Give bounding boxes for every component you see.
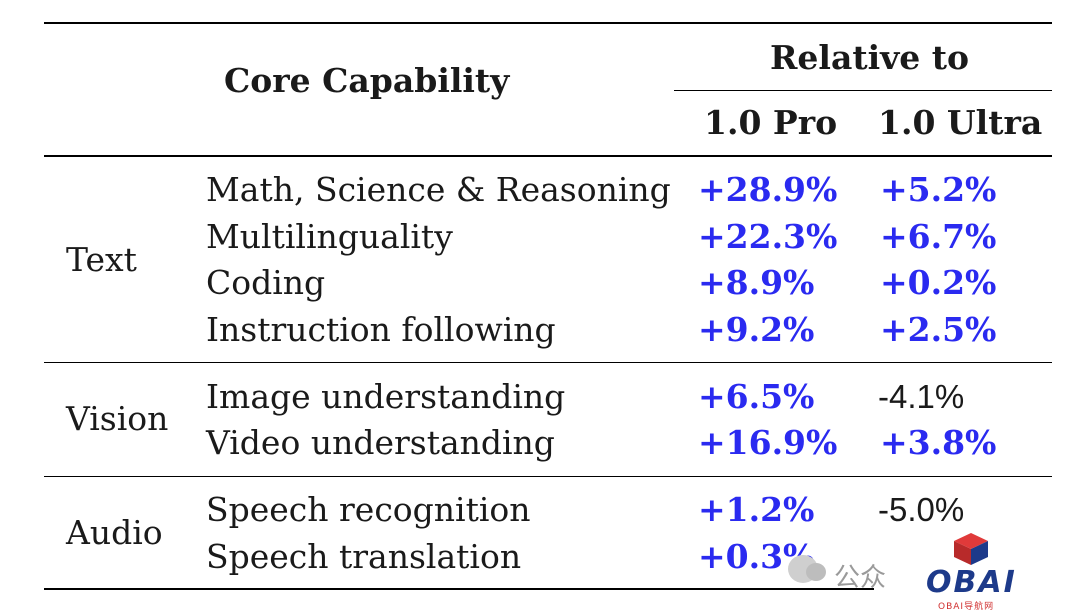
row-label: Instruction following	[206, 310, 556, 349]
text-group-rule	[44, 362, 1052, 363]
pro-value: +28.9%	[698, 170, 838, 209]
watermark: 公众 OBAI OBAI导航网	[778, 527, 1080, 613]
watermark-logo-sub: OBAI导航网	[938, 602, 995, 612]
pro-value: +9.2%	[698, 310, 815, 349]
col-header-pro: 1.0 Pro	[704, 103, 838, 142]
ultra-value: -5.0%	[878, 491, 965, 528]
ultra-value: +3.8%	[880, 423, 997, 462]
row-label: Image understanding	[206, 377, 566, 416]
col-header-ultra: 1.0 Ultra	[878, 103, 1043, 142]
watermark-logo: OBAI	[926, 565, 1017, 600]
ultra-value: +5.2%	[880, 170, 997, 209]
row-label: Speech translation	[206, 537, 522, 576]
relative-to-rule	[674, 90, 1052, 91]
row-label: Video understanding	[206, 423, 555, 462]
watermark-text: 公众	[834, 563, 887, 593]
pro-value: +22.3%	[698, 217, 838, 256]
row-label: Coding	[206, 263, 326, 302]
category-text: Text	[66, 240, 137, 279]
pro-value: +8.9%	[698, 263, 815, 302]
row-label: Math, Science & Reasoning	[206, 170, 671, 209]
row-label: Speech recognition	[206, 490, 531, 529]
category-audio: Audio	[66, 513, 163, 552]
header-bottom-rule	[44, 155, 1052, 157]
category-vision: Vision	[66, 399, 169, 438]
row-label: Multilinguality	[206, 217, 453, 256]
relative-to-header: Relative to	[770, 38, 970, 77]
pro-value: +16.9%	[698, 423, 838, 462]
ultra-value: +2.5%	[880, 310, 997, 349]
cube-logo-icon	[954, 533, 988, 565]
ultra-value: +0.2%	[880, 263, 997, 302]
core-capability-header: Core Capability	[224, 61, 510, 100]
ultra-value: +6.7%	[880, 217, 997, 256]
top-rule	[44, 22, 1052, 24]
bottom-rule	[44, 588, 874, 590]
pro-value: +1.2%	[698, 490, 815, 529]
pro-value: +6.5%	[698, 377, 815, 416]
ultra-value: -4.1%	[878, 378, 965, 415]
vision-group-rule	[44, 476, 1052, 477]
wechat-icon-secondary	[806, 563, 826, 581]
